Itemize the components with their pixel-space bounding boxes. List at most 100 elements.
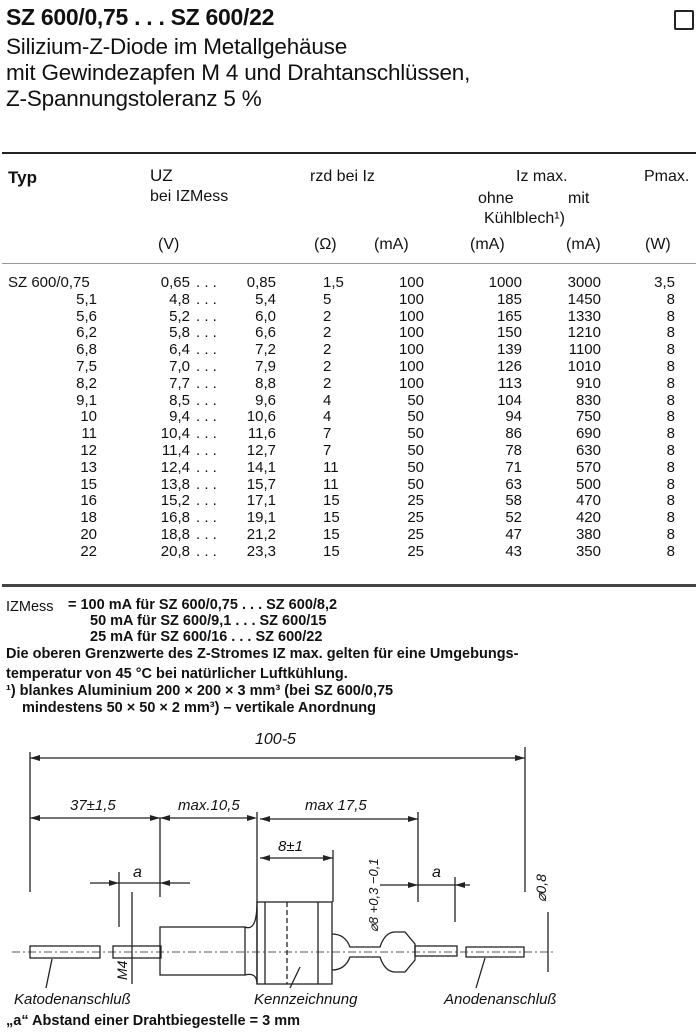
cell-typ: 8,2 (76, 374, 97, 392)
cell-uz-min: 5,8 (169, 324, 190, 342)
table-row: 13 12,4 . . . 14,1 11 50 71 570 8 (0, 459, 700, 476)
limit-note-line-1: Die oberen Grenzwerte des Z-Stromes IZ m… (6, 646, 519, 662)
cell-range-sep: . . . (196, 374, 217, 392)
dimension-drawing: 100-5 37±1,5 max.10,5 max 17,5 8±1 a a ⌀… (12, 731, 557, 1008)
table-row: 16 15,2 . . . 17,1 15 25 58 470 8 (0, 492, 700, 509)
cell-iz: 25 (407, 526, 424, 543)
cell-rzd: 5 (323, 290, 332, 308)
cell-uz-min: 16,8 (160, 509, 190, 527)
cell-rzd: 4 (323, 408, 332, 426)
dim-diameter: ⌀8 +0,3 −0,1 (366, 858, 381, 932)
cell-iz: 100 (398, 374, 424, 392)
cell-pmax: 8 (666, 374, 675, 392)
cell-typ: 18 (80, 509, 97, 527)
cell-range-sep: . . . (196, 408, 217, 426)
cell-range-sep: . . . (196, 274, 217, 291)
cell-iz-max-ohne: 63 (505, 475, 522, 493)
cell-iz-max-mit: 1100 (568, 341, 601, 359)
cell-iz-max-mit: 380 (575, 526, 601, 543)
cell-iz-max-mit: 630 (575, 442, 601, 459)
dim-thread-size: M4 (114, 960, 130, 980)
cell-uz-min: 7,0 (169, 358, 190, 375)
izmess-line-1: = 100 mA für SZ 600/0,75 . . . SZ 600/8,… (68, 597, 338, 613)
col-header-kuehlblech: Kühlblech¹) (484, 210, 565, 227)
cell-pmax: 8 (666, 526, 675, 543)
cell-pmax: 8 (666, 425, 675, 443)
col-header-uz-sub: bei IZMess (150, 188, 229, 205)
dim-total: 100-5 (255, 731, 296, 748)
cell-rzd: 2 (323, 324, 332, 342)
cell-iz-max-mit: 910 (575, 374, 601, 392)
cell-range-sep: . . . (196, 458, 217, 476)
cell-rzd: 15 (323, 492, 340, 510)
col-header-mit: mit (568, 190, 590, 207)
dim-body-length: max 17,5 (305, 797, 367, 814)
cell-range-sep: . . . (196, 509, 217, 527)
cell-pmax: 8 (666, 324, 675, 342)
cell-typ: 9,1 (76, 391, 97, 409)
cell-iz-max-mit: 1210 (567, 324, 601, 342)
cell-range-sep: . . . (196, 341, 217, 359)
col-header-ohne: ohne (478, 190, 514, 207)
cell-uz-max: 10,6 (246, 408, 276, 426)
cell-uz-min: 4,8 (169, 290, 190, 308)
cell-typ: 5,1 (76, 290, 97, 308)
cell-uz-min: 12,4 (160, 458, 190, 476)
table-row: 6,2 5,8 . . . 6,6 2 100 150 1210 8 (0, 324, 700, 341)
divider (2, 152, 696, 154)
cell-iz: 100 (398, 274, 424, 291)
footer-note: „a“ Abstand einer Drahtbiegestelle = 3 m… (6, 1013, 300, 1029)
dim-a-cathode: a (133, 864, 142, 881)
cell-iz: 25 (407, 492, 424, 510)
cell-typ: 5,6 (76, 307, 97, 325)
cell-uz-max: 14,1 (246, 458, 276, 476)
cell-iz-max-mit: 470 (575, 492, 601, 510)
cell-range-sep: . . . (196, 391, 217, 409)
cell-pmax: 8 (666, 509, 675, 527)
table-row: 20 18,8 . . . 21,2 15 25 47 380 8 (0, 526, 700, 543)
checkbox-square-icon (674, 10, 694, 30)
cell-uz-min: 20,8 (160, 542, 190, 560)
cell-uz-max: 12,7 (246, 442, 276, 459)
cell-uz-max: 19,1 (246, 509, 276, 527)
unit-ma-mit: (mA) (566, 236, 601, 253)
table-row: 11 10,4 . . . 11,6 7 50 86 690 8 (0, 425, 700, 442)
table-row: 5,1 4,8 . . . 5,4 5 100 185 1450 8 (0, 291, 700, 308)
cell-uz-max: 15,7 (246, 475, 276, 493)
table-row: 18 16,8 . . . 19,1 15 25 52 420 8 (0, 509, 700, 526)
cell-iz-max-ohne: 94 (505, 408, 522, 426)
label-cathode: Katodenanschluß (14, 991, 131, 1008)
table-row: SZ 600/0,75 0,65 . . . 0,85 1,5 100 1000 3000 3,… (0, 274, 700, 291)
dim-a-anode: a (432, 864, 441, 881)
cell-iz-max-ohne: 47 (505, 526, 522, 543)
dim-cathode: 37±1,5 (70, 797, 116, 814)
table-row: 8,2 7,7 . . . 8,8 2 100 113 910 8 (0, 375, 700, 392)
cell-range-sep: . . . (196, 324, 217, 342)
cell-uz-max: 0,85 (246, 274, 276, 291)
cell-range-sep: . . . (196, 492, 217, 510)
cell-rzd: 15 (323, 509, 340, 527)
cell-iz-max-ohne: 139 (496, 341, 522, 359)
cell-iz-max-ohne: 86 (505, 425, 522, 443)
cell-rzd: 7 (323, 425, 332, 443)
dim-hex: 8±1 (278, 838, 303, 855)
cell-pmax: 3,5 (654, 274, 675, 291)
cell-rzd: 4 (323, 391, 332, 409)
cell-iz-max-mit: 1330 (567, 307, 601, 325)
cell-range-sep: . . . (196, 358, 217, 375)
cell-range-sep: . . . (196, 442, 217, 459)
cell-rzd: 11 (323, 475, 339, 493)
cell-uz-min: 15,2 (160, 492, 190, 510)
cell-pmax: 8 (666, 290, 675, 308)
cell-rzd: 1,5 (323, 274, 344, 291)
cell-iz-max-ohne: 113 (498, 374, 522, 392)
cell-typ: 13 (80, 458, 97, 476)
cell-pmax: 8 (666, 408, 675, 426)
cell-uz-max: 6,6 (255, 324, 276, 342)
cell-typ: 16 (80, 492, 97, 510)
cell-iz: 100 (398, 358, 424, 375)
cell-typ: SZ 600/0,75 (8, 274, 90, 291)
limit-note-line-2: temperatur von 45 °C bei natürlicher Luf… (6, 666, 348, 682)
cell-pmax: 8 (666, 442, 675, 459)
cell-iz: 100 (398, 307, 424, 325)
